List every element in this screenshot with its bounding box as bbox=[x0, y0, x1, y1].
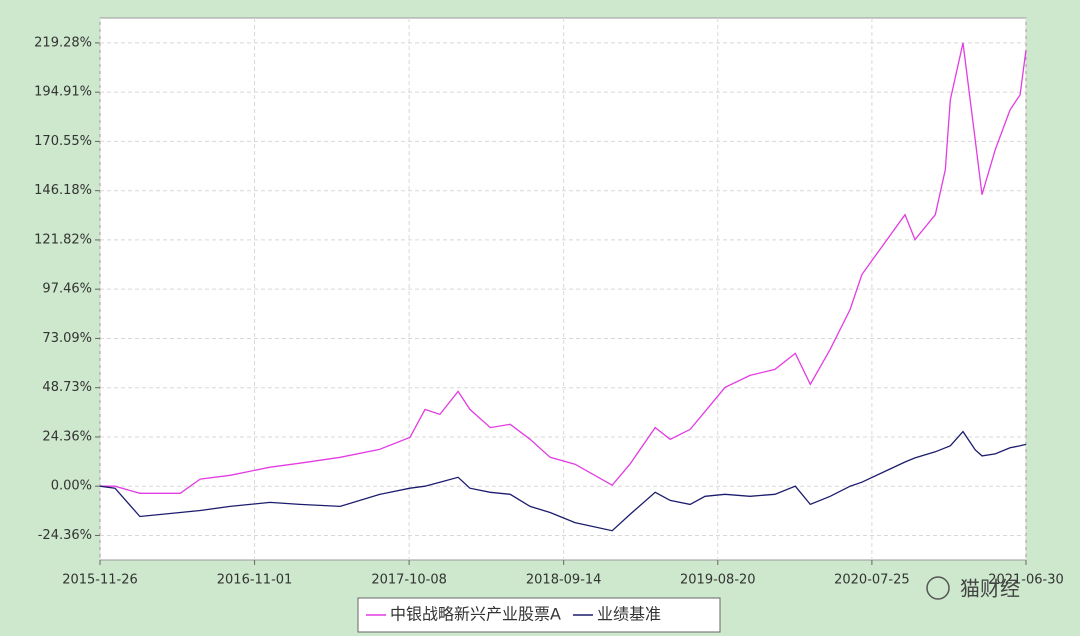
legend-label: 业绩基准 bbox=[597, 605, 661, 624]
y-tick-label: 73.09% bbox=[42, 331, 92, 346]
y-tick-label: 24.36% bbox=[42, 429, 92, 444]
y-tick-label: 170.55% bbox=[34, 134, 92, 149]
x-tick-label: 2018-09-14 bbox=[526, 573, 602, 588]
y-tick-label: 219.28% bbox=[34, 35, 92, 50]
y-tick-label: 0.00% bbox=[51, 479, 92, 494]
y-tick-label: 121.82% bbox=[34, 232, 92, 247]
y-tick-label: 97.46% bbox=[42, 282, 92, 297]
x-tick-label: 2020-07-25 bbox=[834, 573, 910, 588]
series-line bbox=[100, 42, 1027, 494]
watermark: 猫财经 bbox=[960, 577, 1020, 601]
legend-box bbox=[357, 597, 721, 633]
watermark-icon bbox=[926, 576, 950, 600]
x-tick-label: 2017-10-08 bbox=[371, 573, 447, 588]
x-tick-label: 2021-06-30 bbox=[988, 573, 1064, 588]
y-tick-label: 194.91% bbox=[34, 85, 92, 100]
y-tick-label: 146.18% bbox=[34, 183, 92, 198]
x-tick-label: 2016-11-01 bbox=[217, 573, 293, 588]
x-tick-label: 2015-11-26 bbox=[62, 573, 138, 588]
x-tick-label: 2019-08-20 bbox=[680, 573, 756, 588]
series-line bbox=[99, 430, 1027, 532]
y-tick-label: 48.73% bbox=[42, 380, 92, 395]
y-tick-label: -24.36% bbox=[38, 528, 92, 543]
legend-label: 中银战略新兴产业股票A bbox=[390, 605, 561, 624]
